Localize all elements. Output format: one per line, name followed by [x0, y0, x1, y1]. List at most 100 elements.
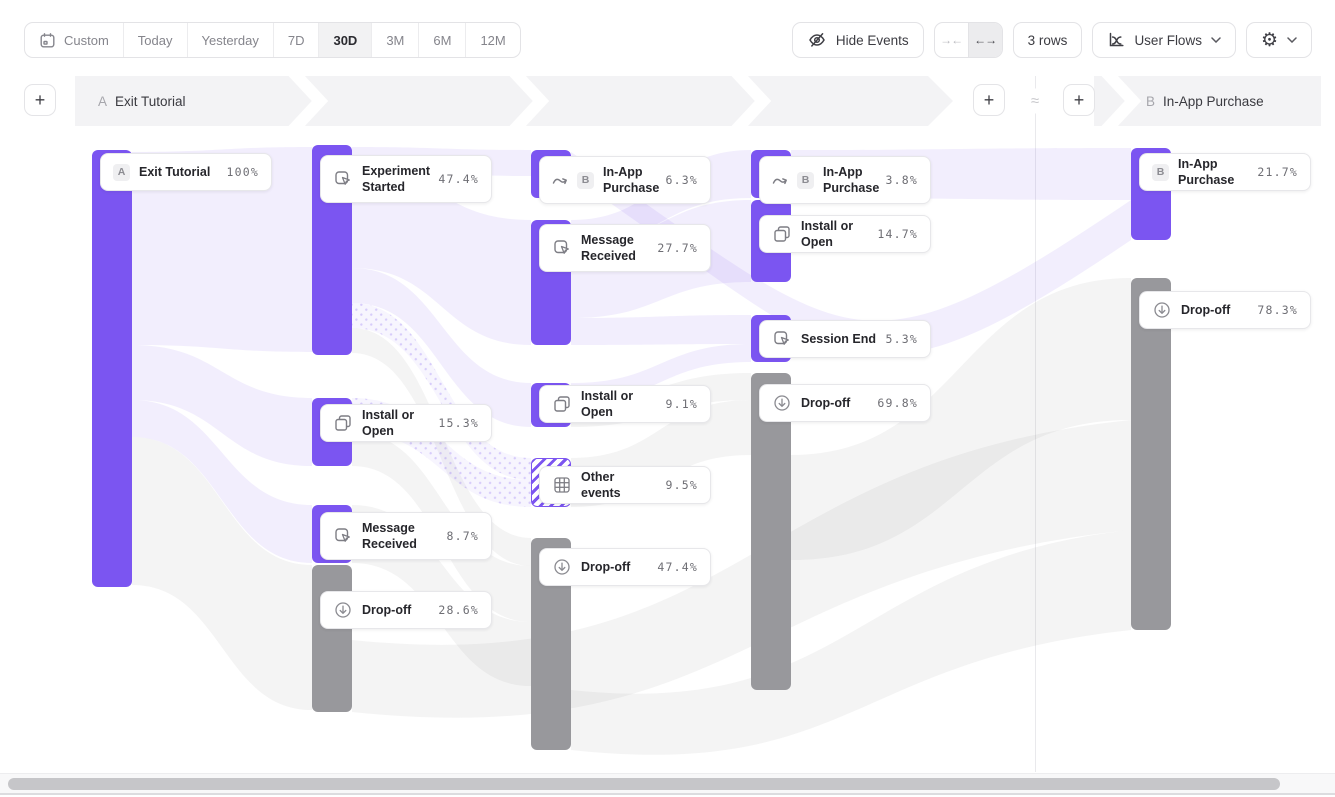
flow-node-percent: 15.3% — [438, 416, 479, 430]
flow-ribbon — [132, 345, 312, 466]
flow-node-percent: 5.3% — [885, 332, 918, 346]
date-range-12m[interactable]: 12M — [466, 23, 519, 57]
date-range-3m[interactable]: 3M — [372, 23, 420, 57]
flow-node-in-app-purchase[interactable]: B In-App Purchase 3.8% — [759, 156, 931, 204]
flow-node-percent: 9.1% — [665, 397, 698, 411]
rows-label: 3 rows — [1027, 32, 1068, 48]
flow-node-label: In-App Purchase — [603, 164, 660, 195]
drop-off-icon — [1152, 300, 1172, 320]
user-flows-icon — [1107, 31, 1125, 49]
date-range-group: Custom Today Yesterday 7D 30D 3M 6M 12M — [24, 22, 521, 58]
date-range-label: Today — [137, 32, 173, 48]
add-step-button-b-start[interactable]: + — [1063, 84, 1095, 116]
flow-node-message-received[interactable]: Message Received 8.7% — [320, 512, 492, 560]
flow-node-install-or-open[interactable]: Install or Open 9.1% — [539, 385, 711, 423]
flow-node-experiment-started[interactable]: Experiment Started 47.4% — [320, 155, 492, 203]
section-a-header[interactable]: A Exit Tutorial — [98, 76, 186, 126]
flow-node-label: Session End — [801, 331, 877, 346]
rows-button[interactable]: 3 rows — [1012, 22, 1083, 58]
date-range-6m[interactable]: 6M — [419, 23, 467, 57]
flow-ribbon — [132, 437, 312, 710]
view-label: User Flows — [1134, 32, 1202, 48]
hide-events-button[interactable]: Hide Events — [791, 22, 924, 58]
date-range-label: 6M — [433, 32, 452, 48]
flow-node-install-or-open[interactable]: Install or Open 14.7% — [759, 215, 931, 253]
flow-node-label: Drop-off — [801, 395, 851, 410]
event-badge: B — [1152, 163, 1169, 181]
date-range-custom[interactable]: Custom — [25, 23, 124, 57]
flow-node-percent: 100% — [226, 165, 259, 179]
view-selector-button[interactable]: User Flows — [1092, 22, 1236, 58]
drop-off-icon — [333, 600, 353, 620]
grid-icon — [552, 475, 572, 495]
flow-bar-drop-off[interactable] — [751, 373, 791, 690]
flow-node-label: Drop-off — [1181, 302, 1231, 317]
add-step-button-left[interactable]: + — [24, 84, 56, 116]
section-a-badge: A — [98, 93, 108, 109]
flow-node-drop-off[interactable]: Drop-off 69.8% — [759, 384, 931, 422]
toolbar-right-cluster: Hide Events →← ←→ 3 rows User Flows ⚙ — [791, 22, 1312, 58]
jump-icon — [772, 173, 788, 187]
flow-node-session-end[interactable]: Session End 5.3% — [759, 320, 931, 358]
flow-node-percent: 28.6% — [438, 603, 479, 617]
flow-node-label: Other events — [581, 469, 621, 500]
approx-symbol: ≈ — [1029, 88, 1041, 114]
date-range-label: 30D — [333, 32, 358, 48]
arrows-expand-icon[interactable]: ←→ — [967, 23, 1002, 57]
date-range-yesterday[interactable]: Yesterday — [188, 23, 274, 57]
flow-node-percent: 69.8% — [877, 396, 918, 410]
flow-node-percent: 47.4% — [438, 172, 479, 186]
flow-node-label: Experiment Started — [362, 163, 431, 194]
flow-node-message-received[interactable]: Message Received 27.7% — [539, 224, 711, 272]
copy-icon — [333, 413, 353, 433]
date-range-label: Custom — [64, 32, 109, 48]
toolbar: Custom Today Yesterday 7D 30D 3M 6M 12M Hide Ev… — [24, 22, 1312, 58]
add-step-button-a-end[interactable]: + — [973, 84, 1005, 116]
hide-events-label: Hide Events — [835, 32, 909, 48]
flow-header-band — [75, 76, 1321, 126]
flow-node-percent: 27.7% — [657, 241, 698, 255]
flow-node-label: Install or Open — [362, 407, 415, 438]
flow-bar-drop-off[interactable] — [1131, 278, 1171, 630]
flow-node-label: Message Received — [362, 520, 417, 551]
flow-node-in-app-purchase[interactable]: B In-App Purchase 21.7% — [1139, 153, 1311, 191]
flow-node-percent: 3.8% — [885, 173, 918, 187]
chevron-down-icon — [1287, 37, 1297, 43]
arrows-collapse-icon[interactable]: →← — [940, 33, 963, 47]
settings-button[interactable]: ⚙ — [1245, 22, 1312, 58]
flow-ribbon — [352, 303, 531, 480]
section-divider — [1035, 76, 1036, 772]
date-range-label: 7D — [287, 32, 305, 48]
flow-ribbon — [352, 420, 1131, 718]
section-b-header[interactable]: B In-App Purchase — [1146, 76, 1264, 126]
flow-node-exit-tutorial[interactable]: A Exit Tutorial 100% — [100, 153, 272, 191]
eye-off-icon — [807, 30, 827, 50]
event-badge: B — [577, 171, 594, 189]
bottom-border — [0, 793, 1335, 795]
flow-node-other-events[interactable]: Other events 9.5% — [539, 466, 711, 504]
gear-icon: ⚙ — [1260, 29, 1278, 51]
date-range-label: 3M — [386, 32, 405, 48]
flow-bar-drop-off[interactable] — [312, 565, 352, 712]
flow-node-drop-off[interactable]: Drop-off 78.3% — [1139, 291, 1311, 329]
flow-node-percent: 78.3% — [1257, 303, 1298, 317]
horizontal-scrollbar-thumb[interactable] — [8, 778, 1280, 790]
flow-node-label: Install or Open — [581, 388, 634, 419]
date-range-7d[interactable]: 7D — [274, 23, 320, 57]
date-range-30d[interactable]: 30D — [319, 23, 373, 57]
copy-icon — [772, 224, 792, 244]
horizontal-scrollbar-track[interactable] — [0, 773, 1335, 794]
chevron-down-icon — [1211, 37, 1221, 43]
flow-ribbon — [571, 315, 751, 345]
section-b-label: In-App Purchase — [1163, 93, 1264, 109]
drop-off-icon — [772, 393, 792, 413]
flow-node-in-app-purchase[interactable]: B In-App Purchase 6.3% — [539, 156, 711, 204]
flow-node-drop-off[interactable]: Drop-off 47.4% — [539, 548, 711, 586]
date-range-today[interactable]: Today — [124, 23, 188, 57]
flow-node-install-or-open[interactable]: Install or Open 15.3% — [320, 404, 492, 442]
flow-node-drop-off[interactable]: Drop-off 28.6% — [320, 591, 492, 629]
flow-node-label: Exit Tutorial — [139, 164, 211, 179]
click-event-icon — [333, 526, 353, 546]
flow-node-label: Install or Open — [801, 218, 854, 249]
flow-bar-exit-tutorial[interactable] — [92, 150, 132, 587]
